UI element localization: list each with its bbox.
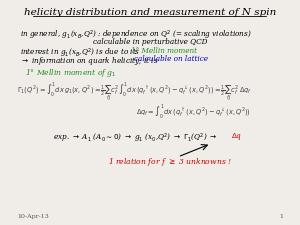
Text: exp. $\rightarrow$ A$_1$ (A$_0{\sim}0$) $\rightarrow$ g$_1$ (x$_0$,Q$^2$) $\righ: exp. $\rightarrow$ A$_1$ (A$_0{\sim}0$) …	[53, 131, 219, 145]
Text: 1 relation for f $\geq$ 3 unknowns !: 1 relation for f $\geq$ 3 unknowns !	[108, 156, 232, 168]
Text: calculable in perturbative QCD: calculable in perturbative QCD	[93, 38, 207, 46]
Text: $\Delta q_f = \int_0^1 dx\,(q_f^{\uparrow}(x,Q^2) - q_f^{\downarrow}(x,Q^2))$: $\Delta q_f = \int_0^1 dx\,(q_f^{\uparro…	[136, 103, 251, 121]
Text: $\Gamma_1(Q^2) = \int_0^1 dx\, g_1(x,Q^2) = \frac{1}{2}\sum_{fJ} c_f^2 \int_0^1 : $\Gamma_1(Q^2) = \int_0^1 dx\, g_1(x,Q^2…	[17, 80, 252, 103]
Text: 1: 1	[279, 214, 283, 219]
Text: 10-Apr-13: 10-Apr-13	[17, 214, 49, 219]
Text: interest in g$_1$(x$_B$,Q$^2$) is due to its: interest in g$_1$(x$_B$,Q$^2$) is due to…	[20, 47, 140, 60]
Text: 1° Mellin moment: 1° Mellin moment	[131, 47, 197, 55]
Text: 1° Mellin moment of g$_1$: 1° Mellin moment of g$_1$	[25, 67, 117, 79]
Text: $\rightarrow$ information on quark helicity; it is: $\rightarrow$ information on quark helic…	[20, 55, 158, 67]
Text: helicity distribution and measurement of N spin: helicity distribution and measurement of…	[24, 8, 276, 17]
Text: calculable on lattice: calculable on lattice	[134, 55, 208, 63]
Text: $\Delta$q: $\Delta$q	[231, 131, 242, 142]
Text: in general, g$_1$(x$_B$,Q$^2$) : dependence on Q$^2$ (= scaling violations): in general, g$_1$(x$_B$,Q$^2$) : depende…	[20, 29, 251, 43]
